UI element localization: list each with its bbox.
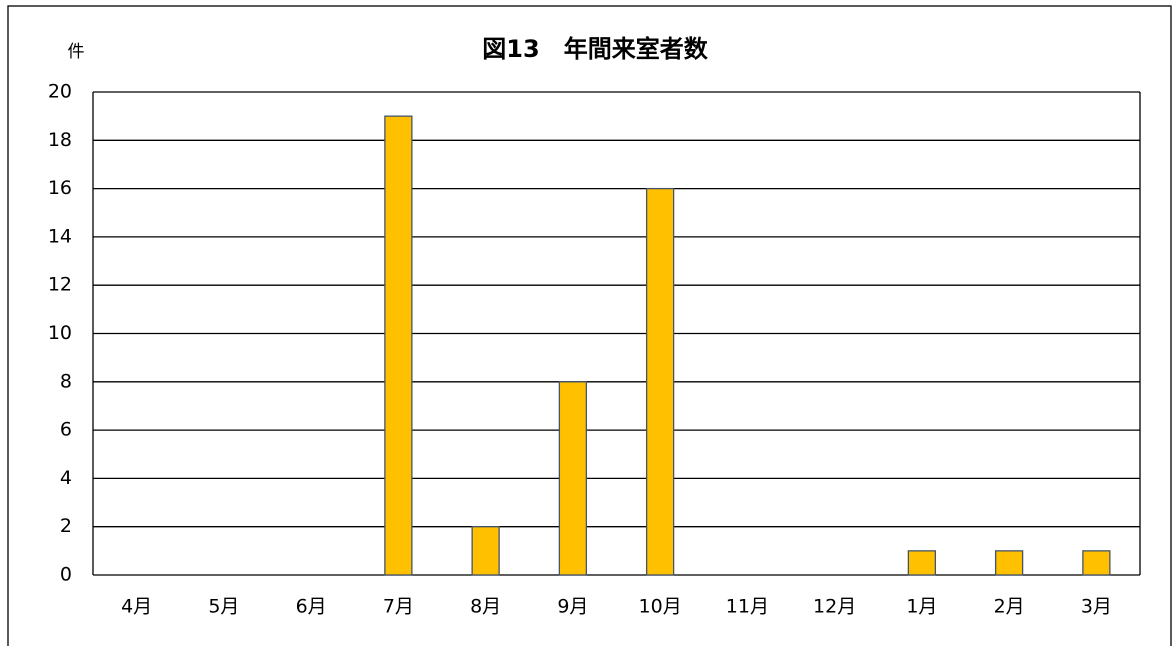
- x-tick-label: 1月: [906, 596, 937, 618]
- x-tick-label: 2月: [994, 596, 1025, 618]
- x-tick-label: 10月: [639, 596, 682, 618]
- x-tick-label: 8月: [470, 596, 501, 618]
- bar: [994, 550, 1024, 576]
- x-tick-label: 6月: [296, 596, 327, 618]
- y-tick-label: 12: [48, 274, 72, 296]
- bar: [907, 550, 937, 576]
- x-tick-label: 5月: [208, 596, 239, 618]
- y-tick-label: 16: [48, 177, 72, 199]
- y-tick-label: 4: [60, 467, 72, 489]
- bar: [1082, 550, 1111, 576]
- x-tick-label: 11月: [726, 596, 769, 618]
- x-tick-label: 12月: [813, 596, 856, 618]
- y-tick-label: 6: [60, 419, 72, 441]
- y-tick-label: 0: [60, 564, 72, 586]
- y-tick-label: 20: [48, 81, 72, 103]
- bar: [645, 187, 675, 576]
- x-tick-label: 4月: [121, 596, 152, 618]
- x-tick-label: 7月: [383, 596, 414, 618]
- y-tick-label: 8: [60, 370, 72, 392]
- chart-title: 図13 年間来室者数: [482, 35, 708, 63]
- x-tick-label: 3月: [1081, 596, 1112, 618]
- bar: [384, 115, 413, 576]
- y-tick-label: 2: [60, 515, 72, 537]
- chart-border: [7, 5, 1172, 650]
- y-tick-label: 18: [48, 129, 72, 151]
- bar: [471, 526, 500, 576]
- y-axis-label: 件: [68, 42, 85, 62]
- y-tick-label: 14: [48, 225, 72, 247]
- x-tick-label: 9月: [557, 596, 588, 618]
- bar: [558, 381, 588, 576]
- y-tick-label: 10: [48, 322, 72, 344]
